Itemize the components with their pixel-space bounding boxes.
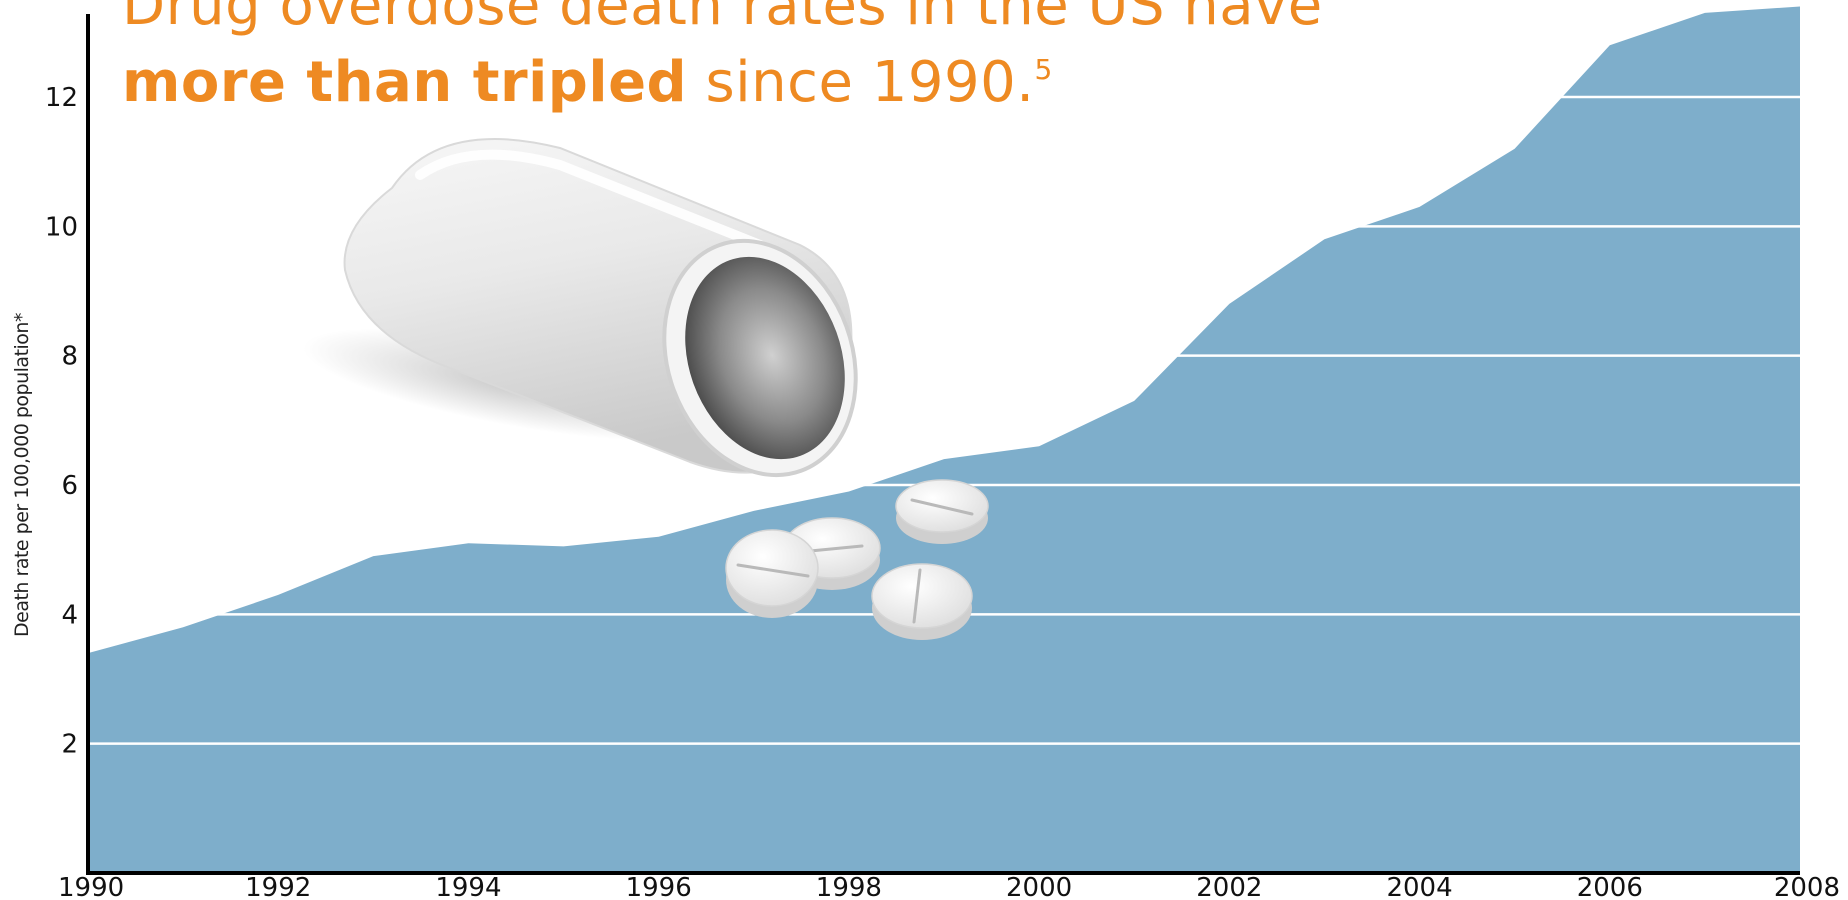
x-tick-label: 1998 bbox=[816, 873, 882, 900]
y-tick-label: 6 bbox=[61, 471, 78, 501]
title-line-2-rest: since 1990. bbox=[687, 50, 1035, 115]
y-tick-label: 10 bbox=[45, 212, 78, 242]
title-line-2: more than tripled since 1990.5 bbox=[122, 38, 1323, 115]
pill bbox=[895, 479, 989, 544]
x-tick-label: 1996 bbox=[626, 873, 692, 900]
x-tick-label: 2002 bbox=[1196, 873, 1262, 900]
chart-title: Drug overdose death rates in the US have… bbox=[122, 0, 1323, 115]
pill-bottle-illustration bbox=[303, 138, 858, 478]
x-tick-label: 1990 bbox=[58, 873, 124, 900]
pill bbox=[871, 563, 973, 640]
x-tick-label: 1994 bbox=[435, 873, 501, 900]
area-series bbox=[88, 6, 1800, 873]
y-tick-label: 12 bbox=[45, 83, 78, 113]
x-tick-label: 2008 bbox=[1774, 873, 1840, 900]
y-tick-labels: 2 4 6 8 10 12 bbox=[45, 83, 78, 760]
pills-illustration bbox=[725, 479, 989, 640]
area-fill bbox=[88, 6, 1800, 873]
title-footnote: 5 bbox=[1034, 53, 1053, 86]
y-axis-label: Death rate per 100,000 population* bbox=[11, 313, 33, 637]
title-line-1: Drug overdose death rates in the US have bbox=[122, 0, 1323, 38]
x-tick-label: 2006 bbox=[1577, 873, 1643, 900]
y-axis-label-container: Death rate per 100,000 population* bbox=[4, 245, 40, 705]
y-tick-label: 8 bbox=[61, 342, 78, 372]
axes bbox=[86, 14, 1800, 875]
x-tick-label: 1992 bbox=[245, 873, 311, 900]
y-tick-label: 4 bbox=[61, 600, 78, 630]
pill bbox=[725, 529, 819, 618]
title-emphasis: more than tripled bbox=[122, 50, 688, 115]
x-tick-label: 2004 bbox=[1386, 873, 1452, 900]
x-tick-labels: 1990 1992 1994 1996 1998 2000 2002 2004 2006 2008 bbox=[58, 873, 1840, 900]
x-tick-label: 2000 bbox=[1006, 873, 1072, 900]
y-tick-label: 2 bbox=[61, 730, 78, 760]
